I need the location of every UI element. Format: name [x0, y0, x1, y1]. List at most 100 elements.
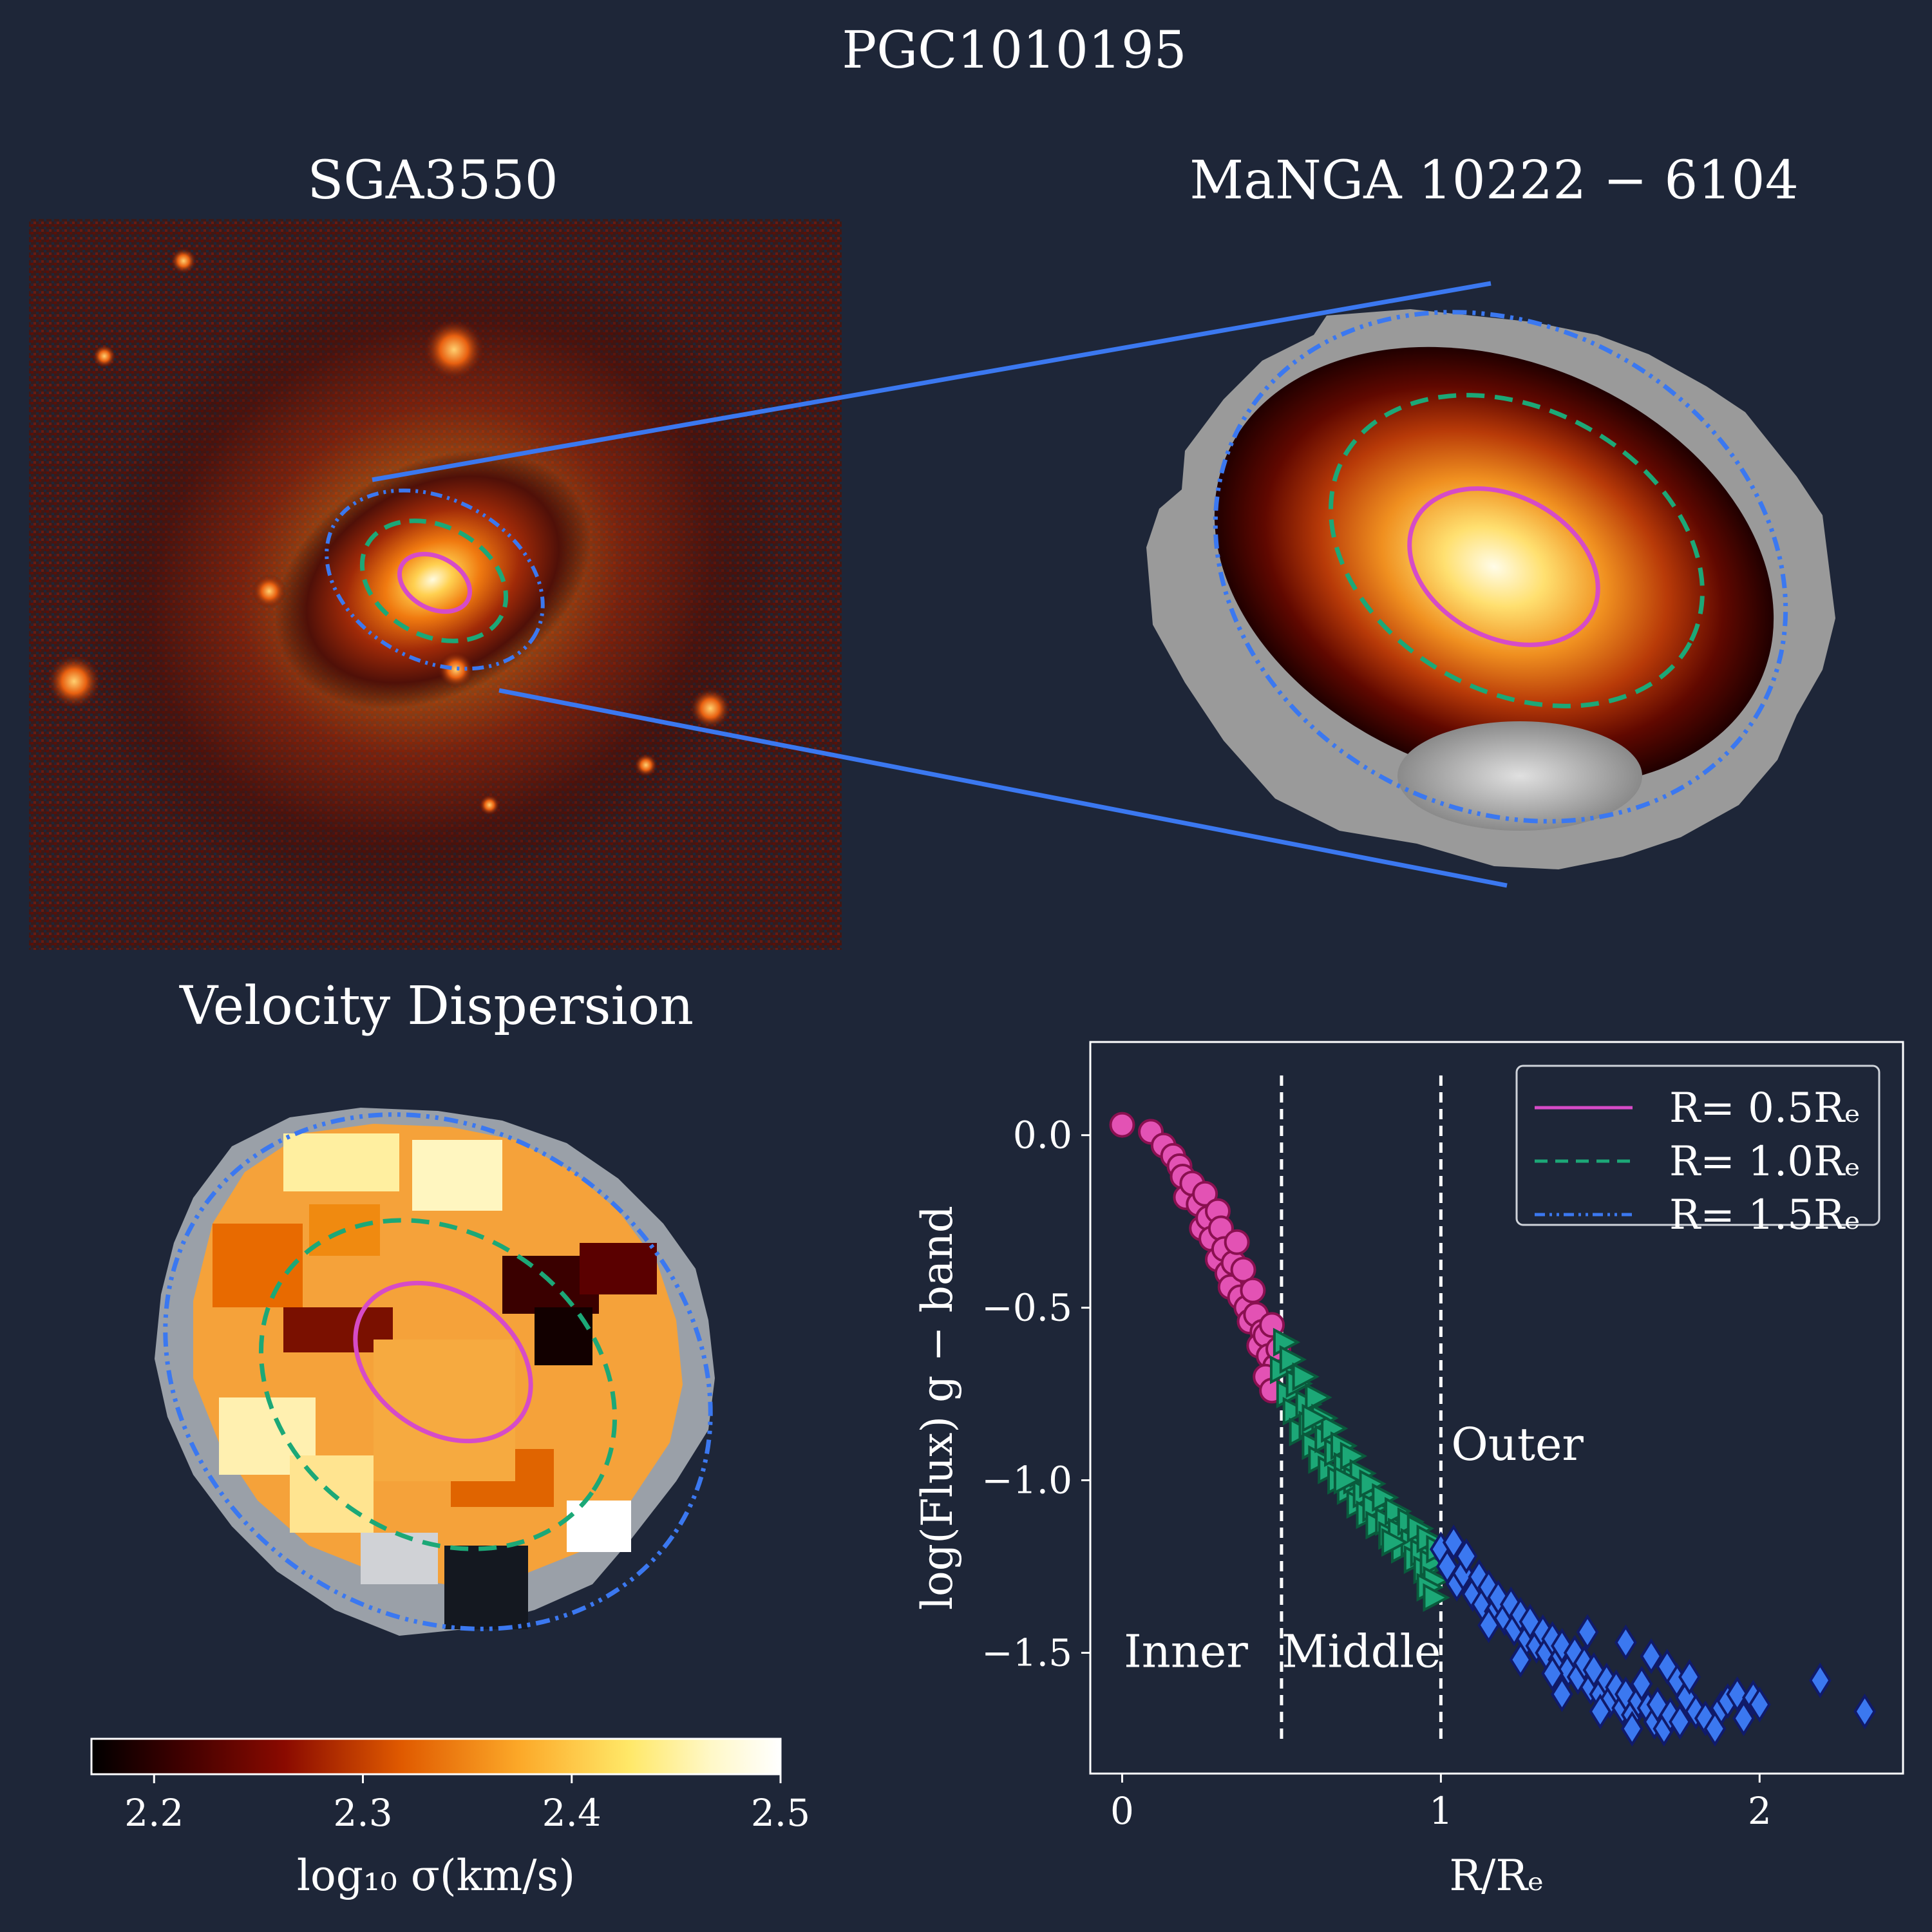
data-point-middle: [1333, 1466, 1361, 1495]
ellipse-1-0re: [1329, 393, 1705, 708]
data-point-outer: [1656, 1649, 1679, 1685]
data-point-inner: [1109, 1112, 1135, 1138]
data-point-outer: [1669, 1703, 1691, 1740]
colorbar: 2.2 2.3 2.4 2.5 log₁₀ σ(km/s): [90, 1738, 810, 1900]
star-blob: [171, 248, 196, 274]
data-point-outer: [1589, 1693, 1612, 1730]
plot-frame: [1089, 1041, 1904, 1775]
y-tick-label: −1.5: [981, 1631, 1072, 1674]
ellipse-0-5re: [1407, 486, 1600, 647]
ellipse-1-5re: [1213, 310, 1788, 824]
data-point-outer: [1620, 1710, 1643, 1747]
veldisp-patch: [535, 1307, 592, 1365]
x-tick-label: 0: [1110, 1789, 1134, 1833]
star-blob: [252, 574, 286, 608]
data-point-middle: [1381, 1528, 1409, 1557]
data-point-outer: [1732, 1700, 1755, 1737]
ellipse-1-5re: [325, 488, 545, 671]
legend-box: [1515, 1065, 1880, 1226]
veldisp-panel-title: Velocity Dispersion: [179, 976, 694, 1037]
x-axis-label: R/Rₑ: [1449, 1851, 1544, 1900]
data-point-outer: [1853, 1693, 1876, 1730]
veldisp-patch: [283, 1133, 399, 1191]
data-point-outer: [1541, 1655, 1564, 1692]
colorbar-tick-label: 2.3: [333, 1791, 392, 1835]
star-blob: [634, 753, 658, 777]
manga-flux-region: [1214, 346, 1774, 787]
data-point-outer: [1678, 1659, 1701, 1695]
region-labels: Inner Middle Outer: [1124, 1418, 1584, 1678]
colorbar-gradient: [90, 1738, 782, 1776]
y-axis-label: log(Flux) g − band: [913, 1206, 962, 1610]
legend-label: R= 1.5Rₑ: [1669, 1191, 1861, 1239]
star-blob: [479, 795, 500, 815]
x-tick-label: 2: [1748, 1789, 1772, 1833]
region-dividers: [1280, 1075, 1443, 1740]
data-point-middle: [1302, 1403, 1329, 1433]
y-tick-label: −0.5: [981, 1286, 1072, 1330]
star-blob: [47, 654, 101, 708]
colorbar-tick-label: 2.5: [751, 1791, 810, 1835]
y-tick-label: 0.0: [1013, 1113, 1072, 1157]
zoom-connector-bottom: [498, 688, 1508, 888]
y-ticks: 0.0 −0.5 −1.0 −1.5: [981, 1113, 1090, 1674]
data-point-middle: [1305, 1383, 1332, 1412]
colorbar-tick-label: 2.4: [542, 1791, 601, 1835]
data-point-outer: [1615, 1624, 1637, 1661]
star-blob: [93, 345, 116, 368]
data-point-outer: [1442, 1524, 1465, 1560]
data-point-inner: [1240, 1277, 1266, 1303]
data-point-outer: [1726, 1676, 1749, 1712]
colorbar-label: log₁₀ σ(km/s): [297, 1851, 575, 1900]
data-point-outer: [1576, 1614, 1599, 1651]
data-point-outer: [1477, 1607, 1500, 1643]
sga-panel-title: SGA3550: [307, 150, 558, 211]
star-blob: [690, 688, 731, 729]
flux-profile-chart: 0 1 2 0.0 −0.5 −1.0 −1.5 Inner Middle Outer R/R…: [913, 1041, 1904, 1900]
star-blob: [438, 652, 474, 688]
data-point-middle: [1292, 1362, 1320, 1392]
data-point-outer: [1748, 1687, 1771, 1723]
veldisp-patch: [567, 1501, 631, 1552]
veldisp-patch: [213, 1224, 303, 1307]
ellipse-1-5re: [163, 1112, 713, 1631]
manga-grey-cap: [1397, 721, 1642, 831]
veldisp-patch: [374, 1340, 515, 1481]
data-point-outer: [1808, 1662, 1832, 1699]
ellipse-1-0re: [359, 518, 509, 643]
zoom-connector-top: [372, 281, 1492, 482]
star-blob: [423, 319, 485, 381]
data-point-inner: [1224, 1229, 1250, 1255]
data-point-inner: [1230, 1256, 1256, 1283]
veldisp-patch: [412, 1140, 502, 1211]
legend-label: R= 1.0Rₑ: [1669, 1138, 1861, 1186]
data-point-inner: [1192, 1180, 1218, 1207]
data-point-outer: [1509, 1642, 1532, 1678]
veldisp-patch: [361, 1533, 438, 1584]
x-tick-label: 1: [1429, 1789, 1453, 1833]
manga-panel-title: MaNGA 10222 − 6104: [1189, 150, 1799, 211]
x-ticks: 0 1 2: [1110, 1774, 1772, 1833]
y-tick-label: −1.0: [981, 1459, 1072, 1502]
veldisp-patch: [580, 1243, 657, 1294]
ellipse-1-0re: [258, 1218, 618, 1551]
sga-image: [29, 219, 842, 950]
data-points: [1109, 1112, 1876, 1747]
data-point-outer: [1551, 1676, 1573, 1712]
data-point-outer: [1455, 1538, 1478, 1575]
manga-map: [1146, 309, 1835, 869]
ellipse-0-5re: [353, 1280, 533, 1444]
legend-label: R= 0.5Rₑ: [1669, 1084, 1861, 1132]
legend: R= 0.5Rₑ R= 1.0Rₑ R= 1.5Rₑ: [1515, 1065, 1880, 1239]
ellipse-0-5re: [397, 551, 473, 614]
region-label-inner: Inner: [1124, 1625, 1248, 1678]
colorbar-tick-label: 2.2: [124, 1791, 184, 1835]
data-point-outer: [1640, 1638, 1663, 1674]
veldisp-map: [155, 1108, 715, 1636]
region-label-middle: Middle: [1282, 1625, 1441, 1678]
figure-title: PGC1010195: [842, 20, 1186, 80]
veldisp-patch: [444, 1546, 528, 1629]
colorbar-ticks: 2.2 2.3 2.4 2.5: [124, 1774, 810, 1835]
data-point-outer: [1630, 1665, 1653, 1702]
